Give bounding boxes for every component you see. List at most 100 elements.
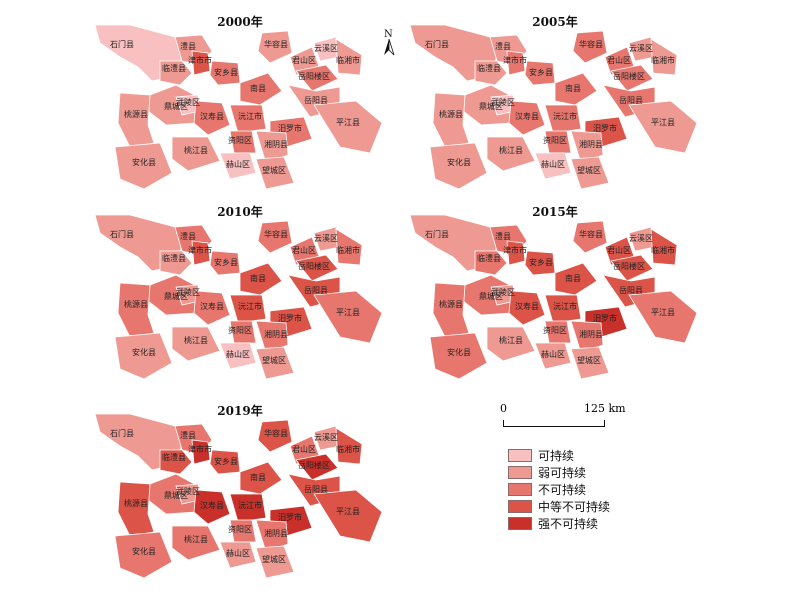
district-region [193, 489, 231, 525]
district-label: 沅江市 [553, 301, 577, 311]
district-region [255, 130, 289, 164]
legend-item: 弱可持续 [508, 464, 610, 481]
district-label: 湘阴县 [264, 329, 288, 339]
legend-label: 弱可持续 [538, 466, 587, 480]
district-region [295, 453, 339, 481]
district-region [335, 228, 363, 266]
district-label: 澧县 [180, 41, 196, 51]
district-label: 安乡县 [214, 257, 238, 267]
panel-year: 2019年 [217, 404, 263, 418]
district-label: 岳阳县 [619, 285, 643, 295]
district-region [117, 282, 155, 338]
district-region [570, 346, 610, 380]
district-region [429, 332, 488, 380]
legend-label: 中等不可持续 [538, 500, 611, 514]
district-label: 石门县 [425, 39, 449, 49]
district-label: 望城区 [262, 165, 286, 175]
district-label: 武陵区 [176, 287, 200, 297]
district-label: 岳阳楼区 [298, 71, 330, 81]
district-region [114, 332, 173, 380]
district-label: 鼎城区 [479, 292, 503, 301]
legend-item: 强不可持续 [508, 515, 610, 532]
district-region [229, 130, 257, 154]
map-panel-2010: 2010年 石门县 澧县 临澧县 津市市 华容县 君山区 云溪区 安乡县 临湘市 岳阳楼区 鼎城区武… [90, 203, 390, 388]
district-label: 岳阳楼区 [298, 460, 330, 470]
district-region [257, 220, 293, 254]
district-region [650, 228, 678, 266]
district-label: 桃源县 [439, 109, 463, 119]
map-panel-2000: 2000年 石门县 澧县 临澧县 津市市 华容县 君山区 云溪区 安乡县 临湘市 岳阳楼区 鼎城区武… [90, 13, 390, 198]
district-region [255, 346, 295, 380]
district-label: 石门县 [425, 229, 449, 239]
district-label: 湘阴县 [264, 528, 288, 538]
district-label: 汉寿县 [515, 111, 539, 121]
district-label: 君山区 [292, 55, 316, 65]
district-region [239, 461, 283, 495]
legend-swatch [508, 449, 532, 462]
district-label: 沅江市 [238, 500, 262, 510]
district-region [486, 136, 536, 172]
district-label: 华容县 [264, 229, 288, 239]
district-label: 武陵区 [176, 97, 200, 107]
district-region [313, 489, 383, 543]
district-label: 平江县 [336, 507, 360, 516]
district-region [191, 439, 211, 465]
district-label: 鼎城区 [164, 491, 188, 500]
district-label: 临湘市 [651, 55, 675, 65]
district-label: 桃江县 [499, 145, 523, 155]
district-label: 澧县 [180, 231, 196, 241]
district-label: 平江县 [651, 118, 675, 127]
district-label: 岳阳楼区 [613, 71, 645, 81]
district-region [209, 60, 241, 86]
district-label: 平江县 [336, 308, 360, 317]
legend-label: 可持续 [538, 449, 575, 463]
district-label: 岳阳楼区 [298, 261, 330, 271]
panel-year: 2005年 [532, 15, 578, 29]
district-region [209, 449, 241, 475]
district-label: 望城区 [577, 165, 601, 175]
district-label: 汨罗市 [278, 123, 302, 133]
district-label: 临湘市 [336, 444, 360, 454]
scale-zero-label: 0 [500, 402, 507, 415]
legend: 可持续 弱可持续 不可持续 中等不可持续 强不可持续 [508, 447, 610, 532]
map-panel-2019: 2019年 石门县 澧县 临澧县 津市市 华容县 君山区 云溪区 安乡县 临湘市 岳阳楼区 鼎城区武… [90, 402, 390, 587]
district-label: 澧县 [495, 231, 511, 241]
district-label: 望城区 [577, 355, 601, 365]
north-arrow-icon [384, 38, 395, 56]
district-region [255, 519, 289, 553]
district-label: 平江县 [336, 118, 360, 127]
district-label: 汉寿县 [200, 301, 224, 311]
district-label: 云溪区 [314, 233, 338, 243]
district-label: 武陵区 [491, 97, 515, 107]
district-label: 临湘市 [651, 245, 675, 255]
legend-swatch [508, 517, 532, 530]
district-region [335, 38, 363, 76]
district-label: 澧县 [180, 430, 196, 440]
district-region [474, 250, 508, 276]
district-label: 望城区 [262, 554, 286, 564]
district-region [255, 156, 295, 190]
district-region [544, 320, 572, 344]
district-label: 岳阳县 [304, 484, 328, 494]
district-label: 桃源县 [124, 498, 148, 508]
district-region [117, 92, 155, 148]
district-region [486, 326, 536, 362]
district-label: 武陵区 [176, 486, 200, 496]
district-region [193, 100, 231, 136]
district-label: 君山区 [607, 245, 631, 255]
district-label: 湘阴县 [579, 139, 603, 149]
district-region [114, 531, 173, 579]
district-label: 岳阳县 [304, 95, 328, 105]
district-region [432, 92, 470, 148]
district-region [255, 545, 295, 579]
district-label: 汨罗市 [593, 313, 617, 323]
district-label: 鼎城区 [164, 102, 188, 111]
district-label: 石门县 [110, 39, 134, 49]
district-label: 汨罗市 [593, 123, 617, 133]
district-label: 安乡县 [214, 456, 238, 466]
district-region [193, 290, 231, 326]
district-region [114, 142, 173, 190]
